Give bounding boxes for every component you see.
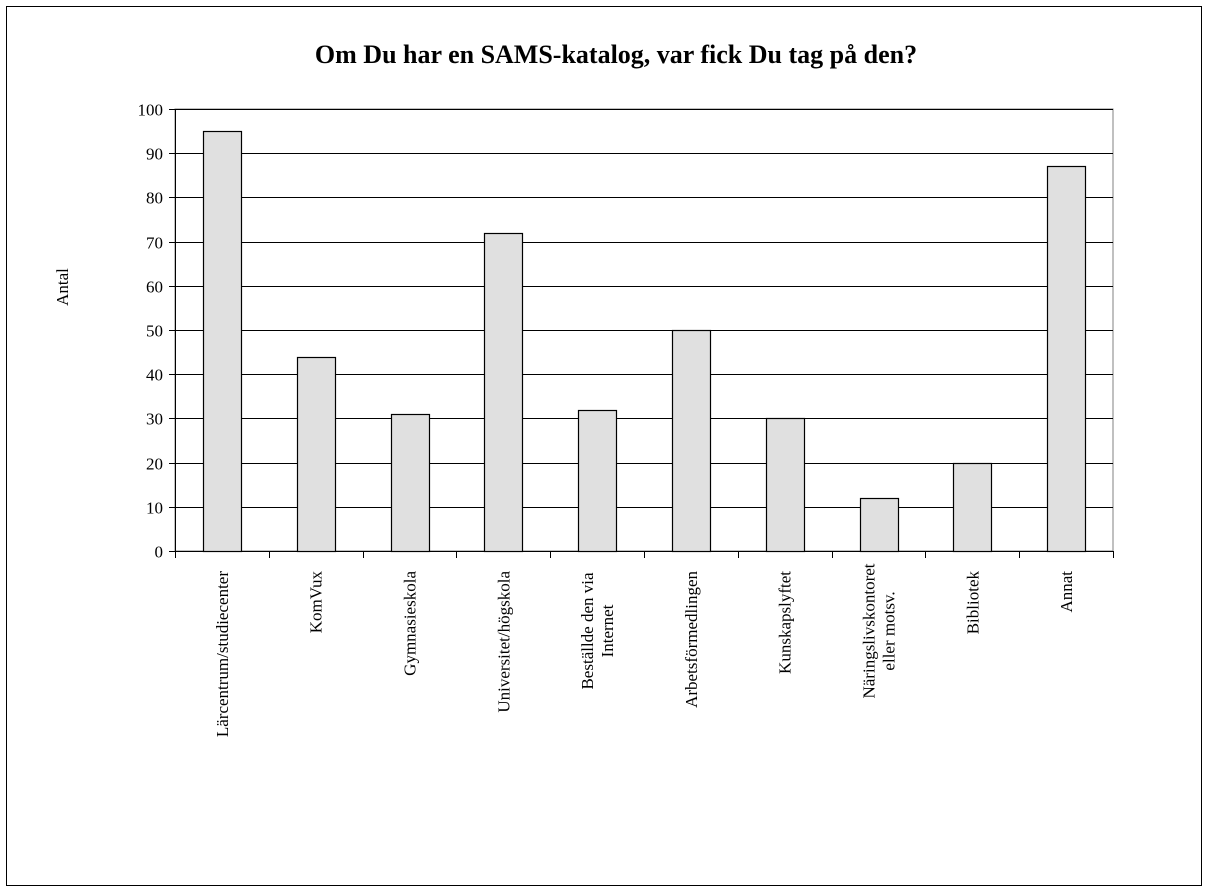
y-tick-label: 30 bbox=[146, 410, 163, 429]
x-category-label-5: Arbetsförmedlingen bbox=[682, 571, 701, 708]
bar-6 bbox=[765, 417, 806, 553]
x-category-text: KomVux bbox=[307, 571, 326, 634]
x-category-label-7: Näringslivskontoret eller motsv. bbox=[860, 563, 899, 698]
y-tick-label: 50 bbox=[146, 322, 163, 341]
x-category-label-3: Universitet/högskola bbox=[494, 571, 513, 713]
bar-5 bbox=[671, 329, 712, 553]
gridlines bbox=[174, 108, 1114, 552]
bar-2 bbox=[390, 413, 431, 553]
bars bbox=[202, 130, 1087, 553]
x-category-label-6: Kunskapslyftet bbox=[776, 571, 795, 674]
chart-title: Om Du har en SAMS-katalog, var fick Du t… bbox=[314, 40, 918, 69]
x-category-text: Annat bbox=[1057, 571, 1076, 613]
x-category-label-8: Bibliotek bbox=[963, 571, 982, 635]
x-category-label-0: Lärcentrum/studiecenter bbox=[213, 571, 232, 737]
bar-8 bbox=[952, 462, 993, 553]
y-axis-title: Antal bbox=[53, 268, 72, 306]
x-category-label-2: Gymnasieskola bbox=[401, 571, 420, 676]
bar-7 bbox=[859, 497, 900, 553]
bar-0 bbox=[202, 130, 243, 553]
y-tick-label: 60 bbox=[146, 278, 163, 297]
x-category-label-1: KomVux bbox=[307, 571, 326, 634]
y-tick-label: 70 bbox=[146, 234, 163, 253]
y-tick-label: 10 bbox=[146, 499, 163, 518]
y-tick-labels: 0 10 20 30 40 50 60 70 80 90 100 bbox=[138, 101, 164, 562]
x-category-text: Beställde den via bbox=[578, 572, 597, 690]
x-category-text: Bibliotek bbox=[963, 571, 982, 635]
x-category-text: Arbetsförmedlingen bbox=[682, 571, 701, 708]
bar-1 bbox=[296, 356, 337, 553]
x-category-text: Internet bbox=[598, 604, 617, 657]
x-category-text: Lärcentrum/studiecenter bbox=[213, 571, 232, 737]
bar-9 bbox=[1046, 165, 1087, 553]
y-tick-label: 20 bbox=[146, 455, 163, 474]
bar-3 bbox=[483, 232, 524, 553]
bar-4 bbox=[577, 409, 618, 553]
x-category-text: Kunskapslyftet bbox=[776, 571, 795, 674]
y-tick-label: 100 bbox=[138, 101, 164, 120]
x-category-text: eller motsv. bbox=[880, 591, 899, 670]
x-category-label-9: Annat bbox=[1057, 571, 1076, 613]
x-category-label-4: Beställde den via Internet bbox=[578, 572, 617, 690]
x-category-text: Näringslivskontoret bbox=[860, 563, 879, 698]
y-tick-label: 90 bbox=[146, 145, 163, 164]
x-category-text: Universitet/högskola bbox=[494, 571, 513, 713]
y-tick-label: 40 bbox=[146, 366, 163, 385]
axes bbox=[169, 109, 1114, 558]
y-tick-label: 0 bbox=[155, 543, 164, 562]
x-category-text: Gymnasieskola bbox=[401, 571, 420, 676]
x-category-labels: Lärcentrum/studiecenter KomVux Gymnasiesko… bbox=[213, 563, 1076, 737]
y-tick-label: 80 bbox=[146, 189, 163, 208]
